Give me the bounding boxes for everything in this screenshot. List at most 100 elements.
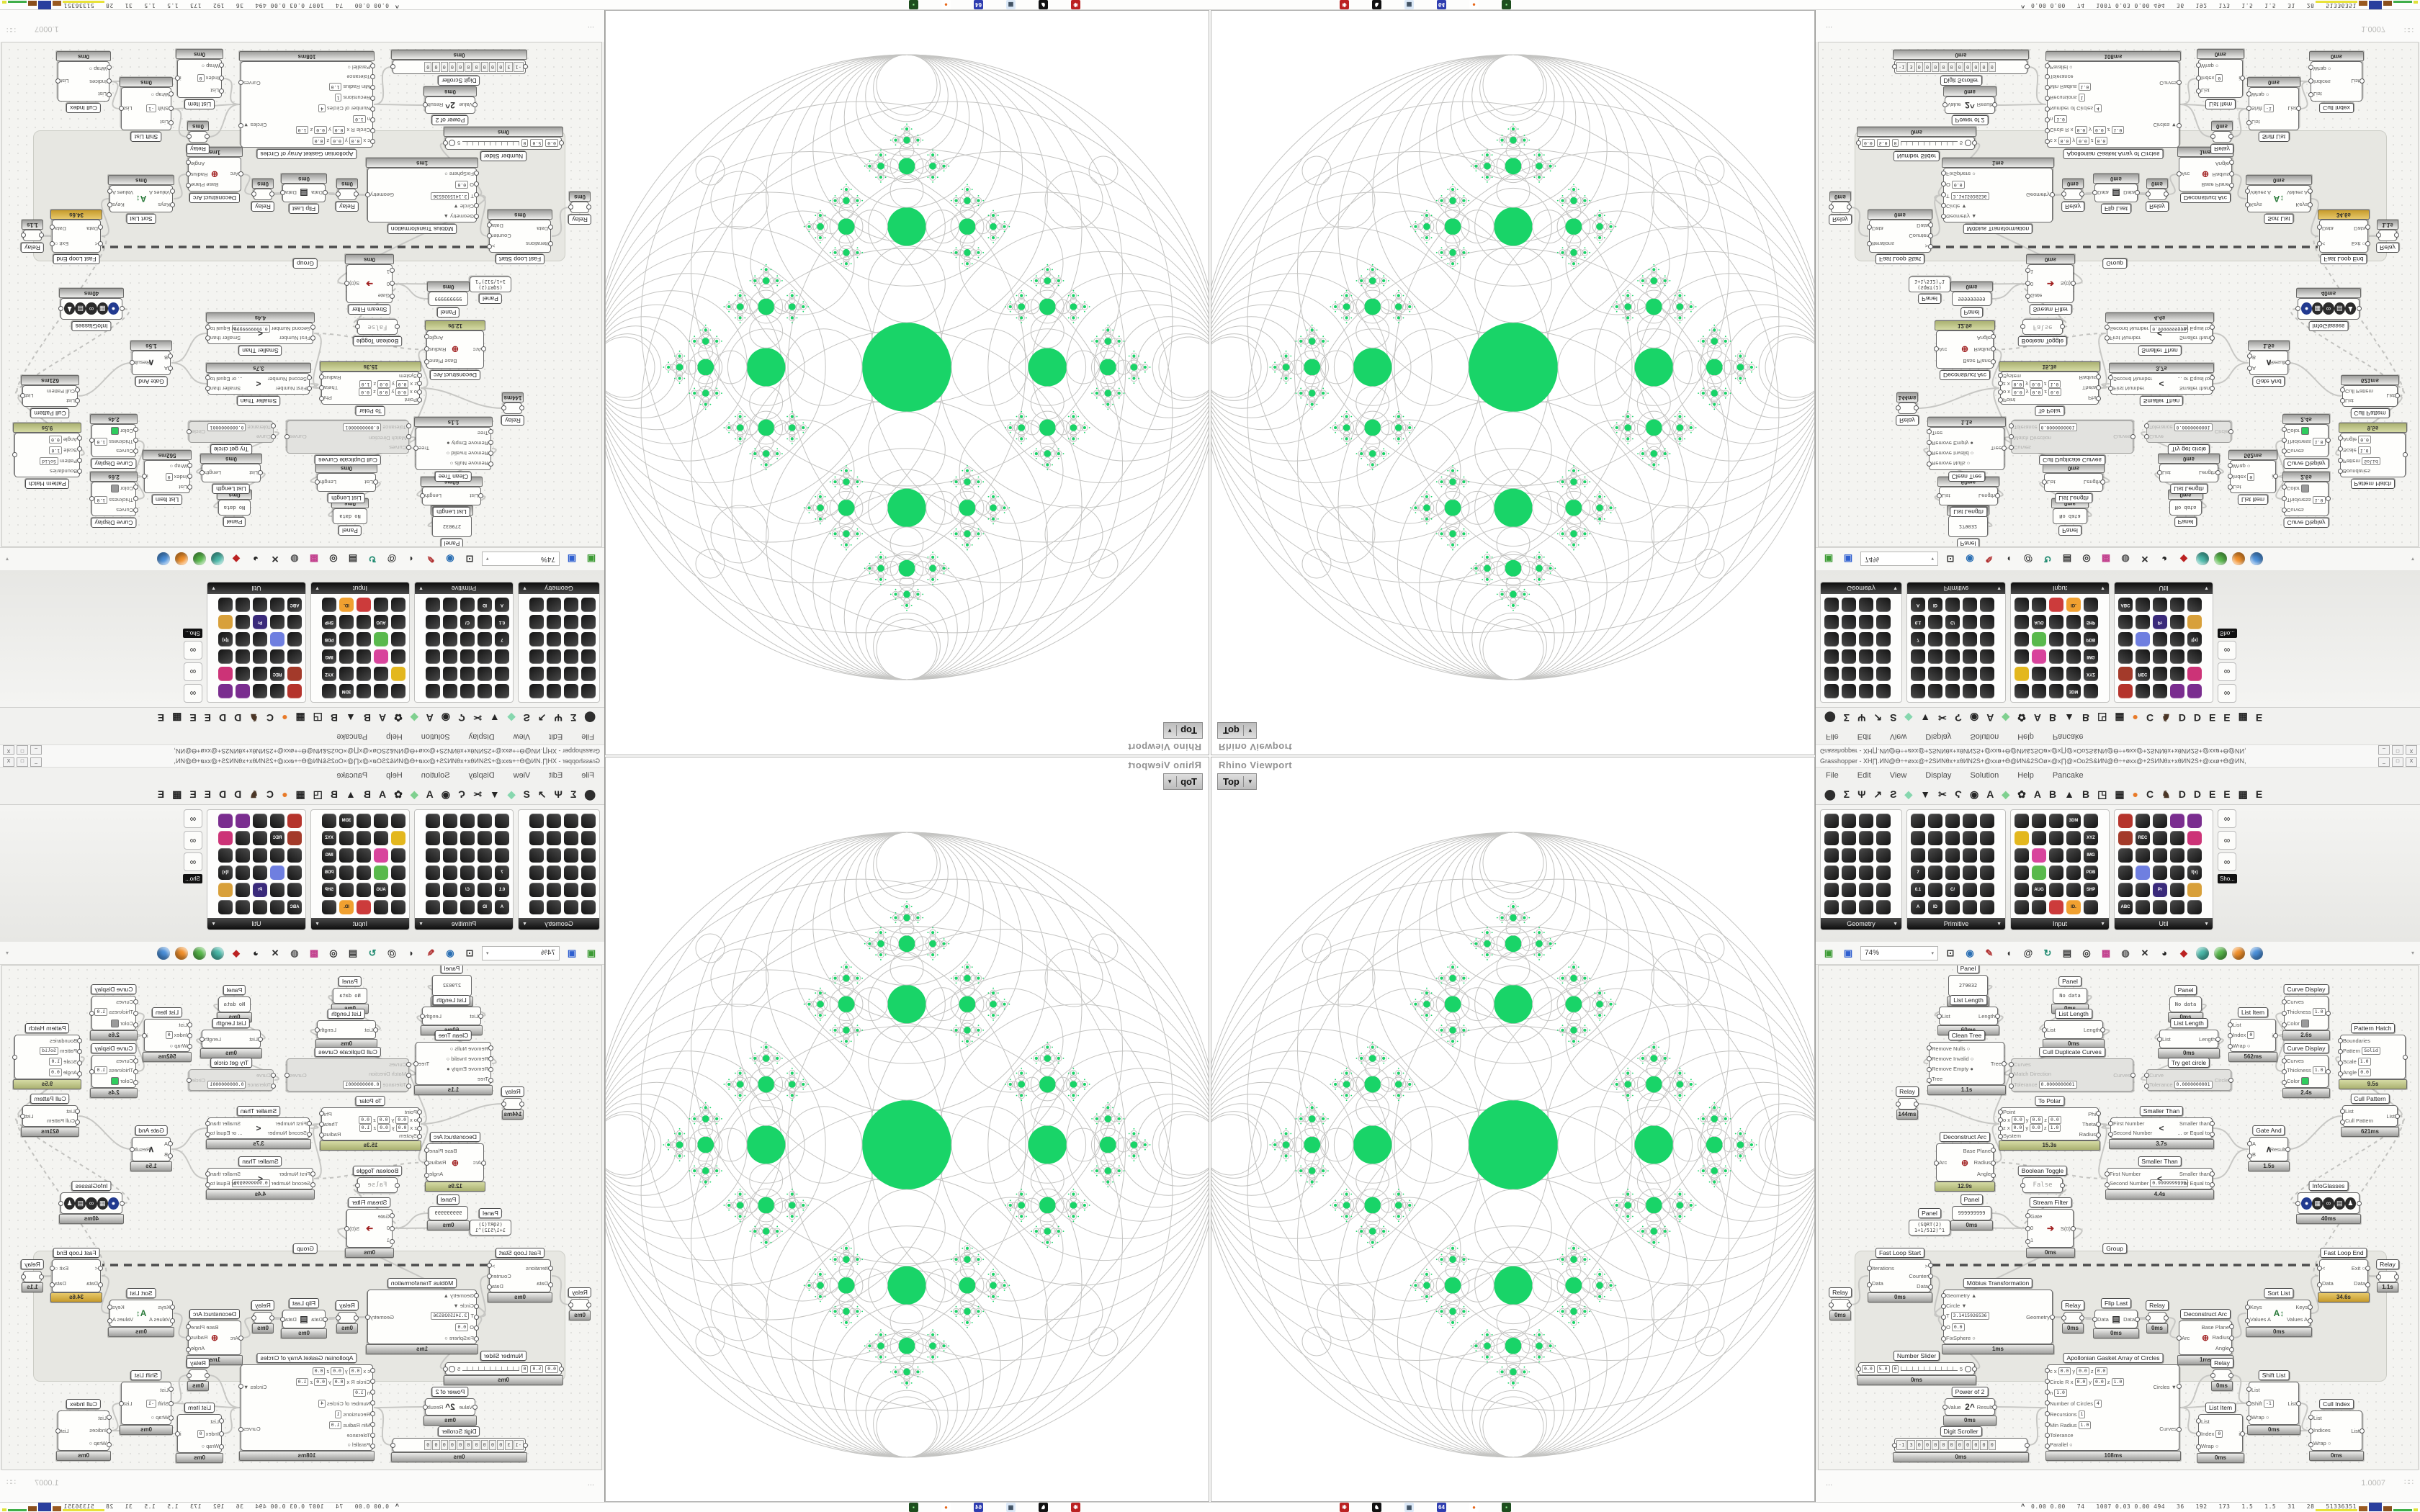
component-icon[interactable] (1928, 865, 1942, 880)
output-port[interactable] (2177, 80, 2182, 85)
gh-node-deconstruct-arc[interactable]: Deconstruct Arc Arc ⊕ Base Plane Radius Angle… (2177, 1309, 2234, 1365)
input-port[interactable] (2177, 1336, 2182, 1341)
menu-edit[interactable]: Edit (549, 771, 563, 780)
node-body[interactable]: Value 2^ Result (425, 96, 475, 114)
gh-node-m-bius-transformation[interactable]: Möbius Transformation Geometry ▲ Circle ▼ T… (365, 158, 479, 234)
input-port[interactable] (2146, 1315, 2151, 1320)
node-body[interactable]: Curve Tolerance 0.0000000001 Circle (189, 1069, 274, 1091)
component-icon[interactable]: 0.1 (1911, 615, 1925, 629)
input-port[interactable] (2308, 1415, 2313, 1421)
tab-category-2[interactable]: Ψ (1857, 712, 1866, 724)
digit-cell[interactable]: 0 (497, 1440, 505, 1450)
canvas-overlay-dots[interactable]: ... (587, 24, 594, 33)
view-menu-button[interactable]: Top ▼ (1217, 722, 1257, 739)
input-port[interactable] (219, 1444, 224, 1449)
gh-node-panel[interactable]: Panel2790320ms (1947, 966, 1989, 1007)
sketch-tool-icon[interactable]: ✎ (426, 554, 435, 565)
input-port[interactable] (2042, 480, 2047, 485)
value-chip[interactable]: 1.0 (353, 1389, 366, 1397)
input-port[interactable] (488, 1077, 493, 1083)
resize-grip-icon[interactable]: ∷∷ (7, 25, 16, 34)
input-port[interactable] (2020, 1183, 2025, 1188)
slider-track[interactable] (1901, 141, 1958, 145)
component-icon[interactable] (2066, 667, 2081, 681)
component-icon[interactable] (391, 615, 405, 629)
input-port[interactable] (2009, 1084, 2014, 1089)
component-icon[interactable] (460, 684, 475, 698)
component-icon[interactable] (2187, 684, 2202, 698)
tab-category-23[interactable]: D (219, 712, 227, 724)
component-icon[interactable] (2170, 649, 2184, 664)
component-icon[interactable] (1859, 667, 1873, 681)
tray-firefox-icon[interactable]: ● (1469, 0, 1479, 9)
output-port[interactable] (205, 1131, 210, 1137)
component-icon[interactable] (1980, 684, 1994, 698)
zoom-extents-icon[interactable]: ⊡ (1946, 554, 1955, 565)
component-icon[interactable] (270, 684, 284, 698)
input-port[interactable] (2157, 1037, 2162, 1042)
node-body[interactable]: Remove Nulls ○ Remove Invalid ○ Remove Emp… (416, 427, 491, 470)
component-icon[interactable]: C/ (460, 883, 475, 897)
node-body[interactable]: Gate 0 1 ➔ S(0) (2027, 264, 2074, 303)
output-port[interactable] (284, 1073, 290, 1078)
input-port[interactable] (310, 1182, 315, 1187)
component-icon[interactable] (218, 649, 233, 664)
component-icon[interactable]: PDB (2084, 865, 2098, 880)
gh-node-to-polar[interactable]: To Polar Point o x 0.0 y 0.0 z 0.0 z x 0.0 y 0.0 z 1.… (1998, 1096, 2101, 1151)
output-port[interactable] (1972, 1367, 1977, 1372)
component-icon[interactable] (547, 900, 561, 914)
output-port[interactable] (568, 1302, 573, 1308)
node-body[interactable]: Iterations Data > Counter Data (1869, 1259, 1931, 1292)
component-icon[interactable]: f(x) (2187, 865, 2202, 880)
maximize-button[interactable]: □ (17, 757, 28, 767)
gh-node-clean-tree[interactable]: Clean Tree Remove Nulls ○ Remove Invalid ○… (413, 417, 493, 482)
output-port[interactable] (2177, 1384, 2182, 1389)
output-port[interactable] (2240, 1431, 2245, 1436)
output-port[interactable] (251, 1315, 256, 1320)
output-port[interactable] (2365, 1282, 2370, 1287)
gh-node-list-length[interactable]: List Length List Length 0ms (315, 463, 378, 503)
component-icon[interactable] (2170, 632, 2184, 647)
component-icon[interactable]: C/ (460, 615, 475, 629)
output-port[interactable] (420, 1014, 425, 1019)
input-port[interactable] (417, 1109, 422, 1115)
gh-node-deconstruct-arc[interactable]: Deconstruct Arc Arc ⊕ Base Plane Radius Angle… (424, 320, 486, 380)
component-icon[interactable] (2015, 632, 2029, 647)
output-port[interactable] (21, 233, 26, 238)
component-icon[interactable] (1928, 615, 1942, 629)
gh-node-to-polar[interactable]: To Polar Point o x 0.0 y 0.0 z 0.0 z x 0.0 y 0.0 z 1.… (319, 361, 422, 416)
digit-cell[interactable]: 0 (465, 62, 472, 72)
package-manager-icon[interactable]: ▩ (2101, 554, 2111, 565)
tab-category-6[interactable]: ▼ (1920, 712, 1931, 724)
tab-category-21[interactable]: ♞ (2161, 788, 2171, 800)
gh-node-relay[interactable]: Relay 0ms (2061, 179, 2084, 212)
gh-node-relay[interactable]: Relay 0ms (2146, 1300, 2169, 1333)
input-port[interactable] (1829, 204, 1834, 210)
output-port[interactable] (501, 405, 506, 410)
component-icon[interactable] (1876, 865, 1891, 880)
input-port[interactable] (98, 1265, 103, 1271)
component-icon[interactable]: ID. (339, 598, 354, 612)
output-port[interactable] (187, 134, 192, 139)
value-chip[interactable]: 0.0 (2093, 126, 2106, 134)
component-icon[interactable] (2066, 865, 2081, 880)
component-icon[interactable] (1928, 632, 1942, 647)
markup-notes-icon[interactable]: ▤ (2062, 947, 2072, 958)
component-icon[interactable]: IMG (2084, 649, 2098, 664)
input-port[interactable] (2196, 1418, 2201, 1423)
input-port[interactable] (2282, 426, 2287, 432)
output-port[interactable] (2002, 1061, 2007, 1066)
tab-category-4[interactable]: Ƨ (523, 712, 530, 724)
component-icon[interactable]: PDB (322, 632, 336, 647)
input-port[interactable] (586, 204, 591, 210)
show-icon[interactable]: ∞ (184, 831, 202, 850)
infoglasses-icon[interactable]: ● (2301, 302, 2313, 315)
input-port[interactable] (168, 1140, 173, 1146)
menu-file[interactable]: File (1826, 732, 1839, 741)
tray-floppy64-icon[interactable]: 64 (1437, 1503, 1446, 1512)
input-port[interactable] (406, 434, 411, 439)
component-icon[interactable] (1859, 615, 1873, 629)
node-body[interactable]: Geometry ▲ Circle ▼ T 3.1415926536 O 0.0 FixSp… (367, 168, 477, 222)
input-port[interactable] (2282, 1069, 2287, 1074)
